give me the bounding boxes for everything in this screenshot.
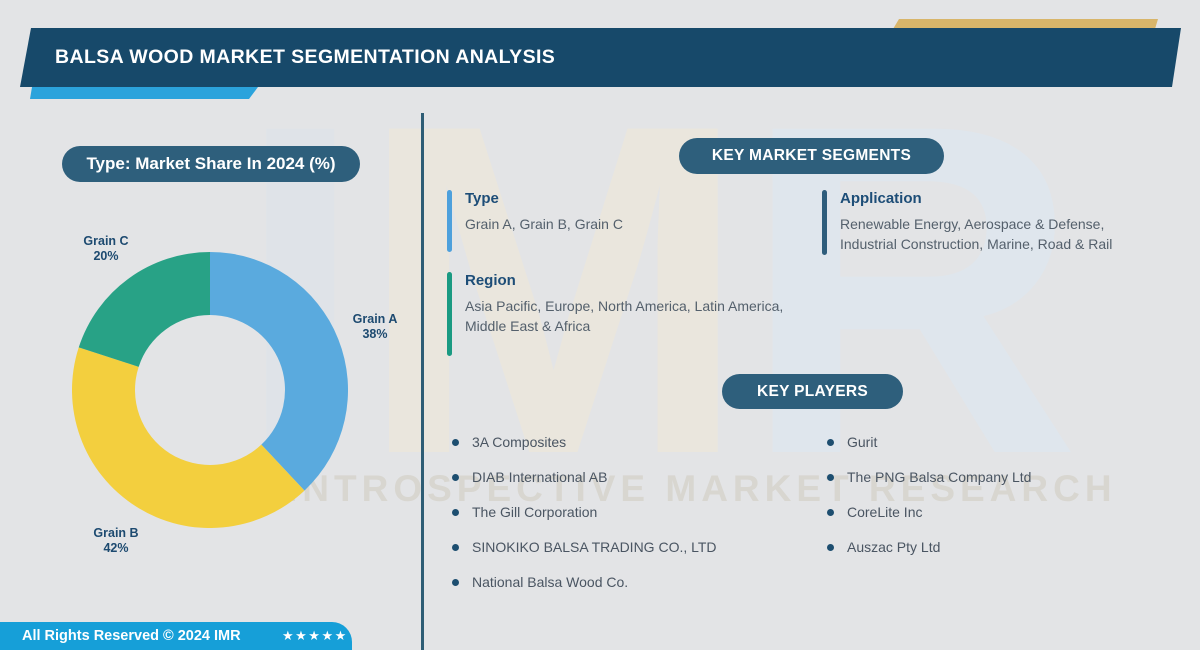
page-title: BALSA WOOD MARKET SEGMENTATION ANALYSIS — [55, 46, 556, 68]
application-values: Renewable Energy, Aerospace & Defense, I… — [840, 216, 1113, 252]
bullet-icon — [827, 473, 834, 481]
vertical-divider — [421, 113, 424, 650]
slice-label-value: 42% — [103, 541, 129, 555]
donut-svg — [71, 252, 349, 529]
player-name: Gurit — [847, 434, 878, 450]
bullet-icon — [452, 578, 459, 586]
slice-label-grain-c: Grain C 20% — [83, 234, 128, 264]
type-heading: Type — [465, 190, 499, 207]
bullet-icon — [452, 543, 459, 551]
player-item: The PNG Balsa Company Ltd — [827, 466, 1031, 488]
player-name: The PNG Balsa Company Ltd — [847, 469, 1032, 485]
bullet-icon — [827, 543, 834, 551]
player-item: Auszac Pty Ltd — [827, 536, 1031, 558]
application-heading: Application — [840, 190, 922, 207]
donut-slice-grain-a — [210, 252, 349, 491]
players-list-right: Gurit The PNG Balsa Company Ltd CoreLite I… — [827, 431, 1031, 571]
header-banner: BALSA WOOD MARKET SEGMENTATION ANALYSIS — [20, 28, 1181, 87]
rating-stars-icon: ★★★★★ — [282, 628, 348, 643]
segment-group-region: Region Asia Pacific, Europe, North Ameri… — [447, 272, 795, 356]
slice-label-grain-a: Grain A 38% — [353, 312, 398, 342]
player-item: The Gill Corporation — [452, 501, 717, 523]
player-item: National Balsa Wood Co. — [452, 571, 717, 593]
chart-title-pill: Type: Market Share In 2024 (%) — [62, 146, 360, 182]
player-name: 3A Composites — [472, 434, 567, 450]
bullet-icon — [452, 438, 459, 446]
copyright-text: All Rights Reserved © 2024 IMR — [22, 628, 241, 644]
player-item: 3A Composites — [452, 431, 717, 453]
bullet-icon — [452, 473, 459, 481]
region-heading: Region — [465, 272, 516, 289]
player-name: SINOKIKO BALSA TRADING CO., LTD — [472, 539, 717, 555]
players-list-left: 3A Composites DIAB International AB The Gi… — [452, 431, 717, 606]
bullet-icon — [452, 508, 459, 516]
slice-label-grain-b: Grain B 42% — [93, 526, 138, 556]
bullet-icon — [827, 438, 834, 446]
player-name: DIAB International AB — [472, 469, 608, 485]
player-name: National Balsa Wood Co. — [472, 574, 629, 590]
player-item: Gurit — [827, 431, 1031, 453]
region-accent-bar — [447, 272, 452, 356]
donut-chart — [71, 252, 349, 529]
region-values: Asia Pacific, Europe, North America, Lat… — [465, 298, 784, 334]
slice-label-value: 20% — [93, 249, 119, 263]
gold-accent-bar — [893, 19, 1158, 29]
type-values: Grain A, Grain B, Grain C — [465, 216, 623, 232]
player-name: Auszac Pty Ltd — [847, 539, 941, 555]
player-item: CoreLite Inc — [827, 501, 1031, 523]
donut-slice-grain-b — [71, 347, 305, 529]
player-name: The Gill Corporation — [472, 504, 598, 520]
header-accent-bar — [30, 87, 258, 99]
segment-group-type: Type Grain A, Grain B, Grain C — [447, 190, 765, 252]
slice-label-name: Grain C — [83, 234, 129, 248]
player-item: DIAB International AB — [452, 466, 717, 488]
bullet-icon — [827, 508, 834, 516]
footer-bar: All Rights Reserved © 2024 IMR ★★★★★ — [0, 622, 352, 650]
type-accent-bar — [447, 190, 452, 252]
slice-label-name: Grain A — [352, 312, 398, 326]
player-name: CoreLite Inc — [847, 504, 923, 520]
key-market-segments-button: KEY MARKET SEGMENTS — [679, 138, 944, 174]
segment-group-application: Application Renewable Energy, Aerospace … — [822, 190, 1158, 255]
slice-label-name: Grain B — [93, 526, 139, 540]
application-accent-bar — [822, 190, 827, 255]
player-item: SINOKIKO BALSA TRADING CO., LTD — [452, 536, 717, 558]
donut-slice-grain-c — [78, 252, 210, 367]
slice-label-value: 38% — [362, 327, 388, 341]
key-players-button: KEY PLAYERS — [722, 374, 903, 409]
